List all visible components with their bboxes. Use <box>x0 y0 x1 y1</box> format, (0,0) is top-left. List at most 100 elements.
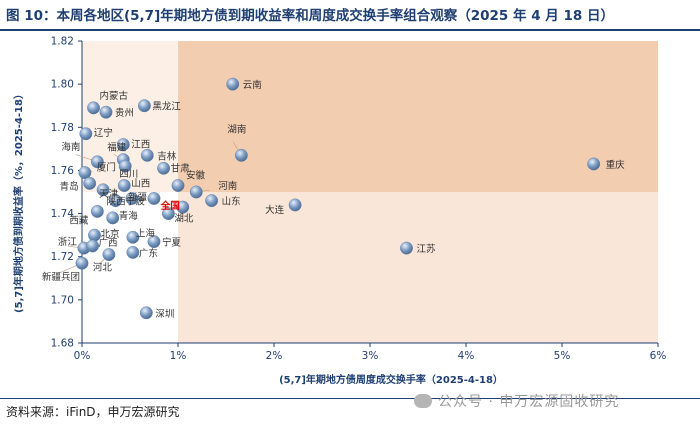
axes: 1.68 1.70 1.72 1.74 1.76 1.78 1.80 1.82 0% 1% 2% 3%… <box>51 36 667 363</box>
point-河南 <box>189 185 203 199</box>
point-label-宁夏: 宁夏 <box>162 237 182 249</box>
point-label-辽宁: 辽宁 <box>94 127 113 139</box>
point-label-吉林: 吉林 <box>157 150 177 162</box>
point-label-新疆兵团: 新疆兵团 <box>42 271 80 283</box>
data-points <box>75 77 601 320</box>
x-tick-label: 0% <box>74 350 91 362</box>
y-tick-label: 1.78 <box>51 122 74 134</box>
x-axis-label: (5,7]年期地方债周度成交换手率（2025-4-18） <box>279 373 503 386</box>
point-label-黑龙江: 黑龙江 <box>152 101 181 113</box>
title-rule <box>0 29 700 31</box>
point-全国 <box>176 200 190 214</box>
point-重庆 <box>587 157 601 171</box>
point-青海 <box>106 211 120 225</box>
point-label-广西: 广西 <box>99 237 118 249</box>
point-黑龙江 <box>137 99 151 113</box>
point-云南 <box>226 77 240 91</box>
point-广东 <box>126 245 140 259</box>
point-label-广东: 广东 <box>139 247 158 259</box>
point-label-河南: 河南 <box>218 180 237 192</box>
y-tick-label: 1.68 <box>51 338 74 350</box>
x-tick-label: 1% <box>170 350 187 362</box>
point-安徽 <box>171 179 185 192</box>
watermark: 公众号 · 申万宏源固收研究 <box>414 391 619 411</box>
point-宁波 <box>125 192 139 205</box>
y-tick-label: 1.74 <box>51 208 75 220</box>
point-宁夏 <box>147 235 161 249</box>
y-tick-label: 1.70 <box>51 294 74 306</box>
background-regions <box>82 41 658 343</box>
point-label-上海: 上海 <box>136 227 156 239</box>
source-note: 资料来源：iFinD，申万宏源研究 <box>6 405 180 419</box>
point-label-深圳: 深圳 <box>155 309 174 320</box>
x-tick-label: 5% <box>554 350 571 362</box>
point-辽宁 <box>79 127 93 141</box>
point-甘肃 <box>157 161 171 175</box>
point-江苏 <box>400 241 413 255</box>
background-region-1 <box>178 192 658 343</box>
point-山西 <box>117 179 131 192</box>
background-region-0 <box>178 41 658 192</box>
point-广西 <box>86 239 99 253</box>
point-label-新疆: 新疆 <box>128 191 148 203</box>
watermark-text: 公众号 · 申万宏源固收研究 <box>438 394 620 410</box>
point-山东 <box>205 194 219 208</box>
figure-title: 图 10：本周各地区(5,7]年期地方债到期收益率和周度成交换手率组合观察（20… <box>6 8 614 24</box>
point-label-四川: 四川 <box>119 169 138 180</box>
point-大连 <box>288 198 302 212</box>
point-湖南 <box>234 148 248 162</box>
point-江西 <box>116 138 130 151</box>
point-label-江西: 江西 <box>131 140 150 151</box>
point-label-内蒙古: 内蒙古 <box>100 90 129 102</box>
point-label-宁波: 宁波 <box>126 195 146 207</box>
point-贵州 <box>99 105 113 119</box>
point-四川 <box>118 159 132 173</box>
point-青岛 <box>83 176 97 190</box>
y-axis-label: (5,7]年期地方债到期收益率（%，2025-4-18） <box>12 89 25 313</box>
point-label-甘肃: 甘肃 <box>171 162 190 174</box>
point-label-云南: 云南 <box>243 79 262 91</box>
point-label-山西: 山西 <box>131 179 150 190</box>
point-陕西 <box>109 194 123 208</box>
point-label-浙江: 浙江 <box>58 236 78 248</box>
scatter-chart: 1.68 1.70 1.72 1.74 1.76 1.78 1.80 1.82 0% 1% 2% 3%… <box>12 36 667 387</box>
point-上海 <box>126 230 140 244</box>
y-tick-label: 1.80 <box>51 79 74 91</box>
point-label-西藏: 西藏 <box>69 214 89 226</box>
point-label-湖南: 湖南 <box>227 123 246 135</box>
point-西藏 <box>90 205 104 218</box>
point-label-天津: 天津 <box>99 189 119 200</box>
point-label-青海: 青海 <box>119 210 139 222</box>
point-label-海南: 海南 <box>61 141 80 153</box>
x-tick-label: 6% <box>650 350 667 362</box>
point-label-山东: 山东 <box>222 196 241 208</box>
point-label-福建: 福建 <box>107 142 127 154</box>
point-label-北京: 北京 <box>100 228 119 240</box>
point-吉林 <box>140 148 154 162</box>
point-label-厦门: 厦门 <box>97 162 116 174</box>
point-深圳 <box>139 306 153 320</box>
point-label-全国: 全国 <box>160 200 180 212</box>
x-tick-label: 4% <box>458 350 475 362</box>
point-label-青岛: 青岛 <box>60 180 79 192</box>
point-label-重庆: 重庆 <box>606 159 626 171</box>
y-tick-label: 1.82 <box>51 36 74 48</box>
point-新疆 <box>147 192 161 205</box>
y-tick-label: 1.76 <box>51 165 75 177</box>
point-湖北 <box>161 207 175 220</box>
point-label-江苏: 江苏 <box>416 243 436 255</box>
wechat-icon <box>414 394 432 408</box>
point-label-安徽: 安徽 <box>186 170 206 182</box>
point-label-湖北: 湖北 <box>174 214 194 225</box>
point-label-河北: 河北 <box>93 262 113 274</box>
x-tick-label: 2% <box>266 350 283 362</box>
point-label-贵州: 贵州 <box>115 107 134 119</box>
point-label-大连: 大连 <box>265 204 285 216</box>
x-tick-label: 3% <box>362 350 379 362</box>
point-内蒙古 <box>87 101 100 115</box>
y-tick-label: 1.72 <box>51 251 74 263</box>
point-厦门 <box>78 166 92 179</box>
point-新疆兵团 <box>75 256 89 270</box>
point-河北 <box>102 248 116 261</box>
